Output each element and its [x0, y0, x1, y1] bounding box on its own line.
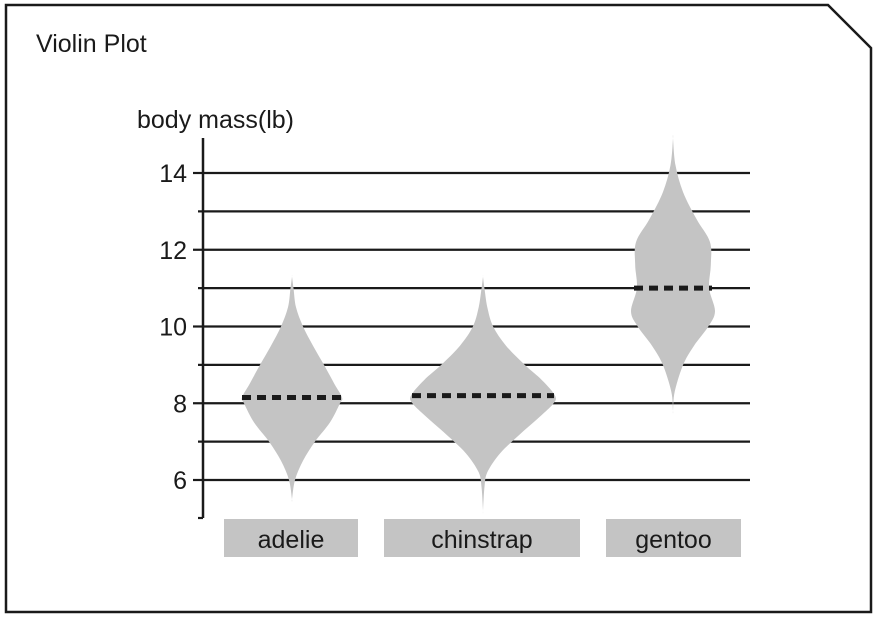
- y-tick-label-10: 10: [159, 314, 187, 342]
- category-label-box-gentoo: [606, 519, 741, 557]
- category-label-adelie: adelie: [224, 519, 358, 557]
- category-label-box-chinstrap: [384, 519, 580, 557]
- y-axis-label: body mass(lb): [137, 106, 294, 134]
- category-label-box-adelie: [224, 519, 358, 557]
- chart-title: Violin Plot: [36, 30, 147, 58]
- violin-chinstrap: [410, 275, 556, 514]
- y-tick-label-12: 12: [159, 237, 187, 265]
- violin-gentoo: [630, 135, 716, 414]
- category-label-text-gentoo: gentoo: [635, 526, 711, 554]
- chart-frame: [4, 3, 873, 614]
- y-tick-label-8: 8: [173, 390, 187, 418]
- category-label-text-adelie: adelie: [258, 526, 325, 554]
- axis-layer: 6 8 10 12 14: [159, 138, 205, 520]
- violin-adelie: [241, 275, 343, 502]
- category-label-text-chinstrap: chinstrap: [431, 526, 532, 554]
- category-label-layer: adelie chinstrap gentoo: [224, 519, 741, 557]
- violin-layer: [241, 135, 716, 514]
- category-label-gentoo: gentoo: [606, 519, 741, 557]
- y-tick-label-6: 6: [173, 467, 187, 495]
- y-tick-label-14: 14: [159, 160, 187, 188]
- category-label-chinstrap: chinstrap: [384, 519, 580, 557]
